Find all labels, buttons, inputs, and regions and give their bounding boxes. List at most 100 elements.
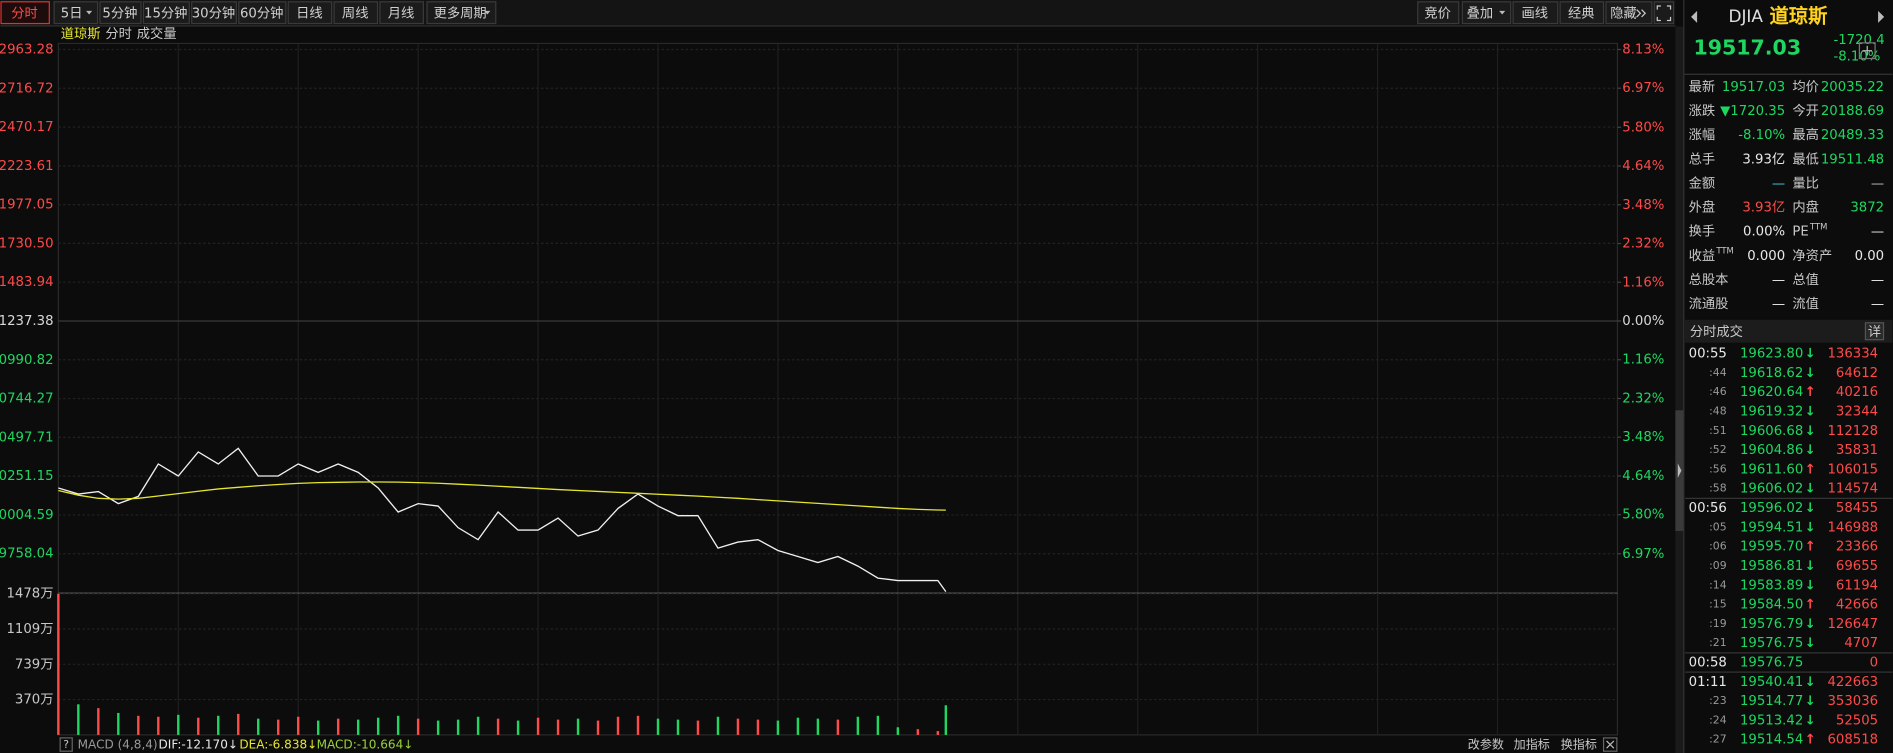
trade-arrow: ↑ <box>1804 462 1815 477</box>
period-button[interactable] <box>0 1 50 25</box>
period-button[interactable] <box>333 1 379 25</box>
y2-tick-label: 8.13% <box>1622 42 1664 57</box>
trade-arrow: ↓ <box>1804 443 1815 458</box>
trade-time: :15 <box>1709 598 1726 611</box>
trade-price: 19604.86 <box>1740 443 1803 458</box>
volume-bar <box>197 717 200 735</box>
trade-time: :06 <box>1709 540 1727 553</box>
trade-price: 19576.75 <box>1740 636 1803 651</box>
y-tick-label: 21977.05 <box>0 198 54 213</box>
volume-bar <box>376 717 380 735</box>
period-label: 5分钟 <box>102 4 137 21</box>
period-label: 日线 <box>296 5 323 21</box>
volume-tick-label: 1109万 <box>6 622 53 637</box>
tool-button[interactable] <box>1417 1 1460 25</box>
detail-button[interactable] <box>1864 322 1885 341</box>
trade-volume: 422663 <box>1827 675 1878 690</box>
tool-label: 叠加 <box>1467 5 1494 21</box>
trade-time: :27 <box>1709 733 1726 746</box>
volume-bar <box>496 718 500 735</box>
tool-button[interactable] <box>1605 1 1653 25</box>
dropdown-arrow <box>1499 10 1506 15</box>
volume-bar <box>57 593 60 735</box>
volume-bar <box>716 716 720 735</box>
y-tick-label: 22716.72 <box>0 81 54 96</box>
trade-time: :09 <box>1709 559 1727 572</box>
period-button[interactable] <box>426 1 497 25</box>
period-label: 30分钟 <box>192 4 235 21</box>
period-button[interactable] <box>53 1 99 25</box>
period-button[interactable] <box>287 1 333 25</box>
trade-time: :23 <box>1709 694 1727 707</box>
trade-volume: 353036 <box>1827 694 1878 709</box>
quote-change: -1720.4 <box>1833 33 1884 48</box>
volume-tick-label: 739万 <box>15 657 54 672</box>
trade-price: 19513.42 <box>1740 713 1803 728</box>
indicator-button[interactable]: 改参数 <box>1468 737 1504 752</box>
period-button[interactable] <box>238 1 287 25</box>
trade-price: 19540.41 <box>1740 675 1803 690</box>
volume-bar <box>616 716 620 735</box>
quote-percent: -8.10% <box>1833 50 1880 65</box>
trade-volume: 69655 <box>1836 559 1878 574</box>
tool-button[interactable] <box>1512 1 1559 25</box>
volume-bar <box>396 715 400 735</box>
trade-price: 19514.77 <box>1740 694 1803 709</box>
period-label: 更多周期 <box>434 4 487 21</box>
y-tick-label: 21237.38 <box>0 314 54 329</box>
stat-label: 净资产 <box>1792 248 1832 264</box>
volume-bar <box>516 720 520 735</box>
prev-arrow[interactable] <box>1691 10 1698 23</box>
trade-arrow: ↑ <box>1804 385 1815 400</box>
y2-tick-label: 3.48% <box>1622 430 1664 445</box>
volume-bar <box>356 719 360 735</box>
trade-arrow: ↓ <box>1804 347 1815 362</box>
close-button[interactable] <box>1602 737 1618 752</box>
volume-bar <box>556 719 560 735</box>
stat-label: 均价 <box>1792 79 1819 95</box>
next-arrow[interactable] <box>1878 10 1885 23</box>
trade-volume: 61194 <box>1836 578 1878 593</box>
stat-label: 涨跌 <box>1689 103 1716 119</box>
y2-tick-label: 6.97% <box>1622 81 1664 96</box>
stat-value: 19517.03 <box>1722 80 1785 95</box>
indicator-button[interactable]: 换指标 <box>1561 737 1597 752</box>
trades-title: 分时成交 <box>1690 323 1743 340</box>
volume-bar <box>876 715 880 735</box>
tool-button[interactable] <box>1461 1 1512 25</box>
add-button[interactable] <box>1858 42 1876 60</box>
period-button[interactable] <box>191 1 237 25</box>
volume-bar <box>796 717 800 735</box>
trade-price: 19606.68 <box>1740 424 1803 439</box>
volume-bar <box>936 731 940 735</box>
quote-price: 19517.03 <box>1693 35 1801 59</box>
volume-bar <box>944 705 948 735</box>
help-button[interactable] <box>59 737 73 752</box>
stat-label: 最低 <box>1792 151 1819 167</box>
trade-arrow: ↓ <box>1804 520 1815 535</box>
y-tick-label: 22963.28 <box>0 42 54 57</box>
y2-tick-label: 4.64% <box>1622 469 1664 484</box>
volume-bar <box>656 718 660 735</box>
fullscreen-button[interactable] <box>1653 1 1675 25</box>
y2-tick-label: 5.80% <box>1622 120 1664 135</box>
trade-price: 19606.02 <box>1740 482 1803 497</box>
period-button[interactable] <box>142 1 190 25</box>
stat-value: 0.000 <box>1747 249 1785 264</box>
y2-tick-label: 1.16% <box>1622 275 1664 290</box>
tool-button[interactable] <box>1559 1 1605 25</box>
stat-value: — <box>1871 176 1884 191</box>
period-button[interactable] <box>379 1 424 25</box>
indicator-button[interactable]: 加指标 <box>1514 737 1550 752</box>
trade-time: :44 <box>1709 366 1727 379</box>
stat-label: 最高 <box>1792 126 1819 143</box>
trade-price: 19611.60 <box>1740 462 1803 477</box>
volume-bar <box>257 718 260 735</box>
volume-bar <box>636 715 640 735</box>
volume-bar <box>416 718 420 735</box>
period-button[interactable] <box>99 1 142 25</box>
trade-price: 19619.32 <box>1740 404 1803 419</box>
trade-volume: 23366 <box>1836 540 1878 555</box>
stat-value: — <box>1772 297 1785 312</box>
